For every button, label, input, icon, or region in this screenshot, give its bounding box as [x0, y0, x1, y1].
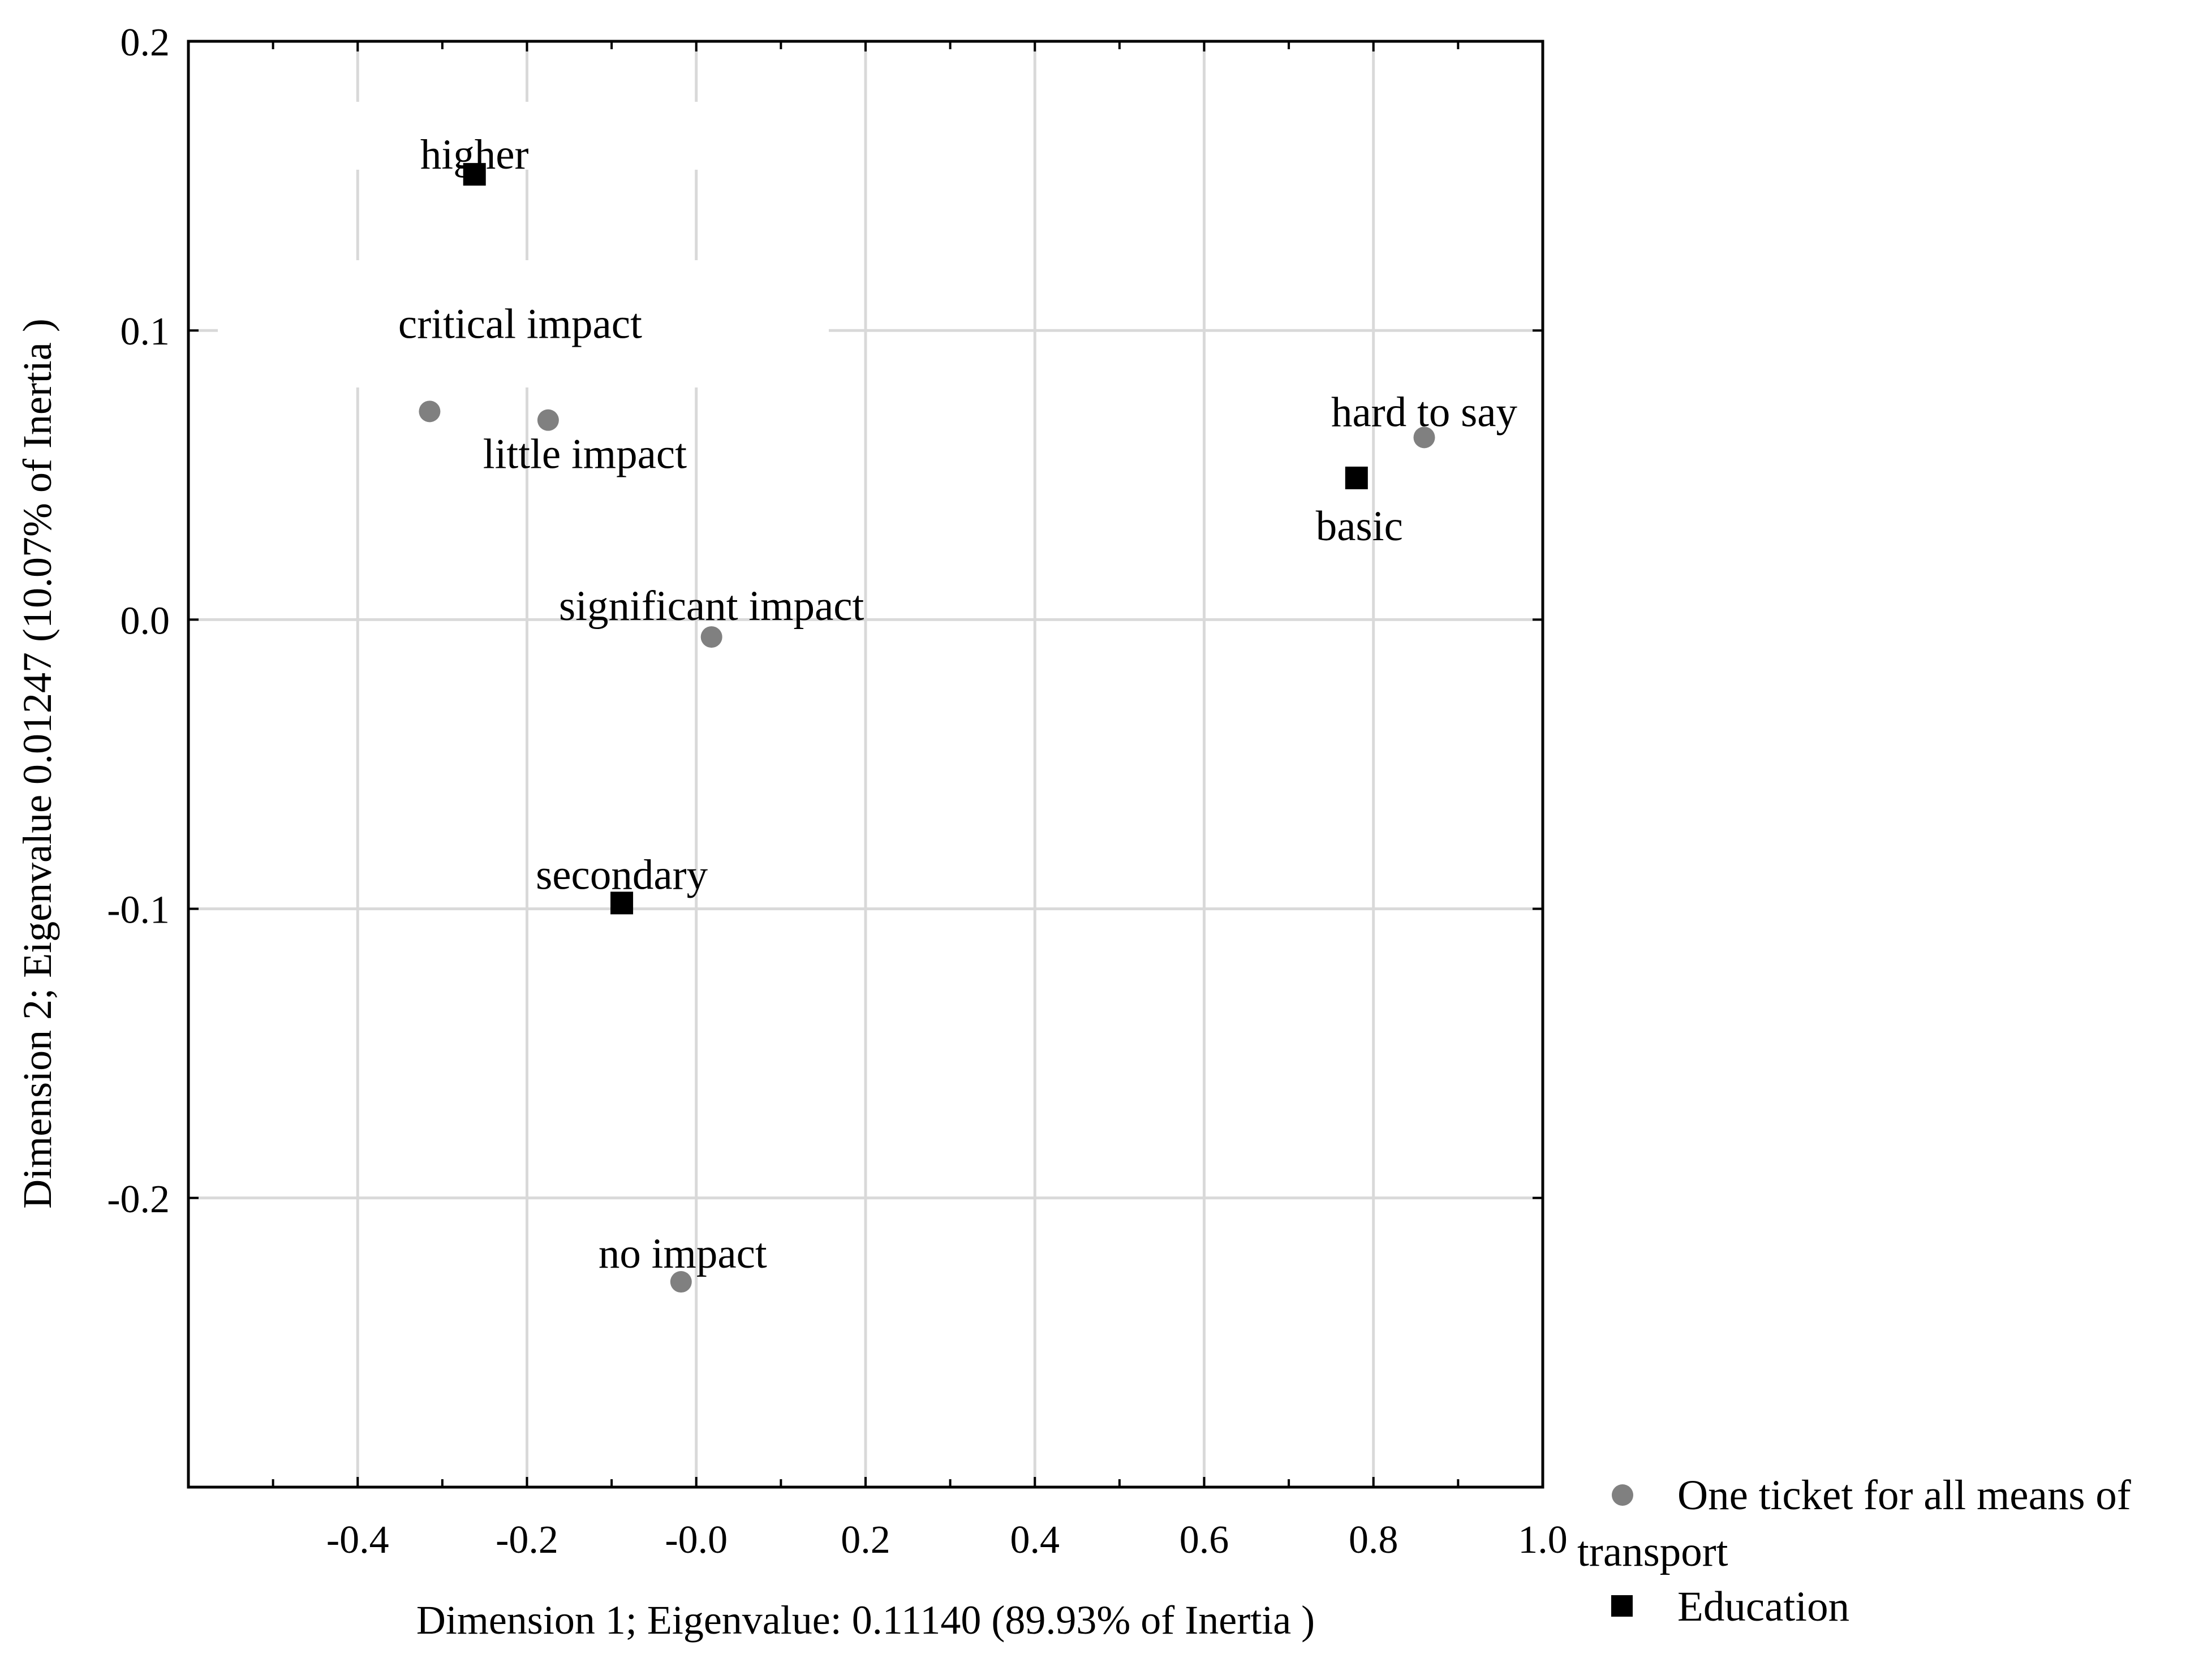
point-circle [419, 400, 441, 423]
point-circle [1413, 427, 1435, 449]
y-tick-label: 0.2 [121, 21, 170, 64]
point-circle [537, 409, 559, 431]
label-whiteout [218, 260, 829, 387]
point-label: secondary [536, 851, 708, 898]
y-tick-label: -0.2 [107, 1178, 170, 1221]
x-tick-label: -0.4 [326, 1518, 389, 1562]
point-labels: critical impact little impact significant … [398, 131, 1518, 1277]
x-tick-label: 0.8 [1349, 1518, 1398, 1562]
y-tick-label: 0.1 [121, 310, 170, 354]
y-axis-title: Dimension 2; Eigenvalue 0.01247 (10.07% … [15, 318, 60, 1209]
legend-square-marker [1611, 1595, 1633, 1617]
x-tick-label: 0.6 [1180, 1518, 1229, 1562]
point-label: little impact [483, 431, 687, 478]
point-square [1345, 466, 1368, 489]
point-label: higher [420, 131, 529, 178]
x-tick-label: -0.2 [496, 1518, 558, 1562]
x-tick-label: 0.4 [1010, 1518, 1060, 1562]
x-tick-label: 1.0 [1518, 1518, 1568, 1562]
x-tick-label: 0.2 [841, 1518, 890, 1562]
legend-label-education: Education [1677, 1583, 1849, 1630]
legend: One ticket for all means of transport Ed… [1577, 1472, 2131, 1630]
point-circle [700, 626, 722, 648]
legend-circle-marker [1612, 1484, 1633, 1506]
legend-label-line1: One ticket for all means of [1677, 1472, 2131, 1519]
point-circle [670, 1271, 692, 1293]
x-tick-labels: -0.4 -0.2 -0.0 0.2 0.4 0.6 0.8 1.0 [326, 1518, 1568, 1562]
y-tick-label: -0.1 [107, 889, 170, 932]
legend-label-line2: transport [1577, 1528, 1728, 1575]
y-tick-label: 0.0 [121, 599, 170, 643]
point-label: no impact [599, 1230, 767, 1277]
point-square [610, 891, 634, 915]
point-label: significant impact [559, 583, 864, 630]
point-square [463, 163, 486, 186]
label-background [218, 102, 832, 387]
point-label: basic [1316, 503, 1403, 550]
axis-ticks [188, 40, 1544, 1487]
x-tick-label: -0.0 [665, 1518, 728, 1562]
point-label: critical impact [398, 300, 642, 347]
y-tick-labels: 0.2 0.1 0.0 -0.1 -0.2 [107, 21, 170, 1221]
label-whiteout [221, 102, 832, 170]
point-label: hard to say [1331, 389, 1518, 436]
x-axis-title: Dimension 1; Eigenvalue: 0.11140 (89.93%… [416, 1597, 1315, 1643]
data-points [419, 163, 1435, 1293]
